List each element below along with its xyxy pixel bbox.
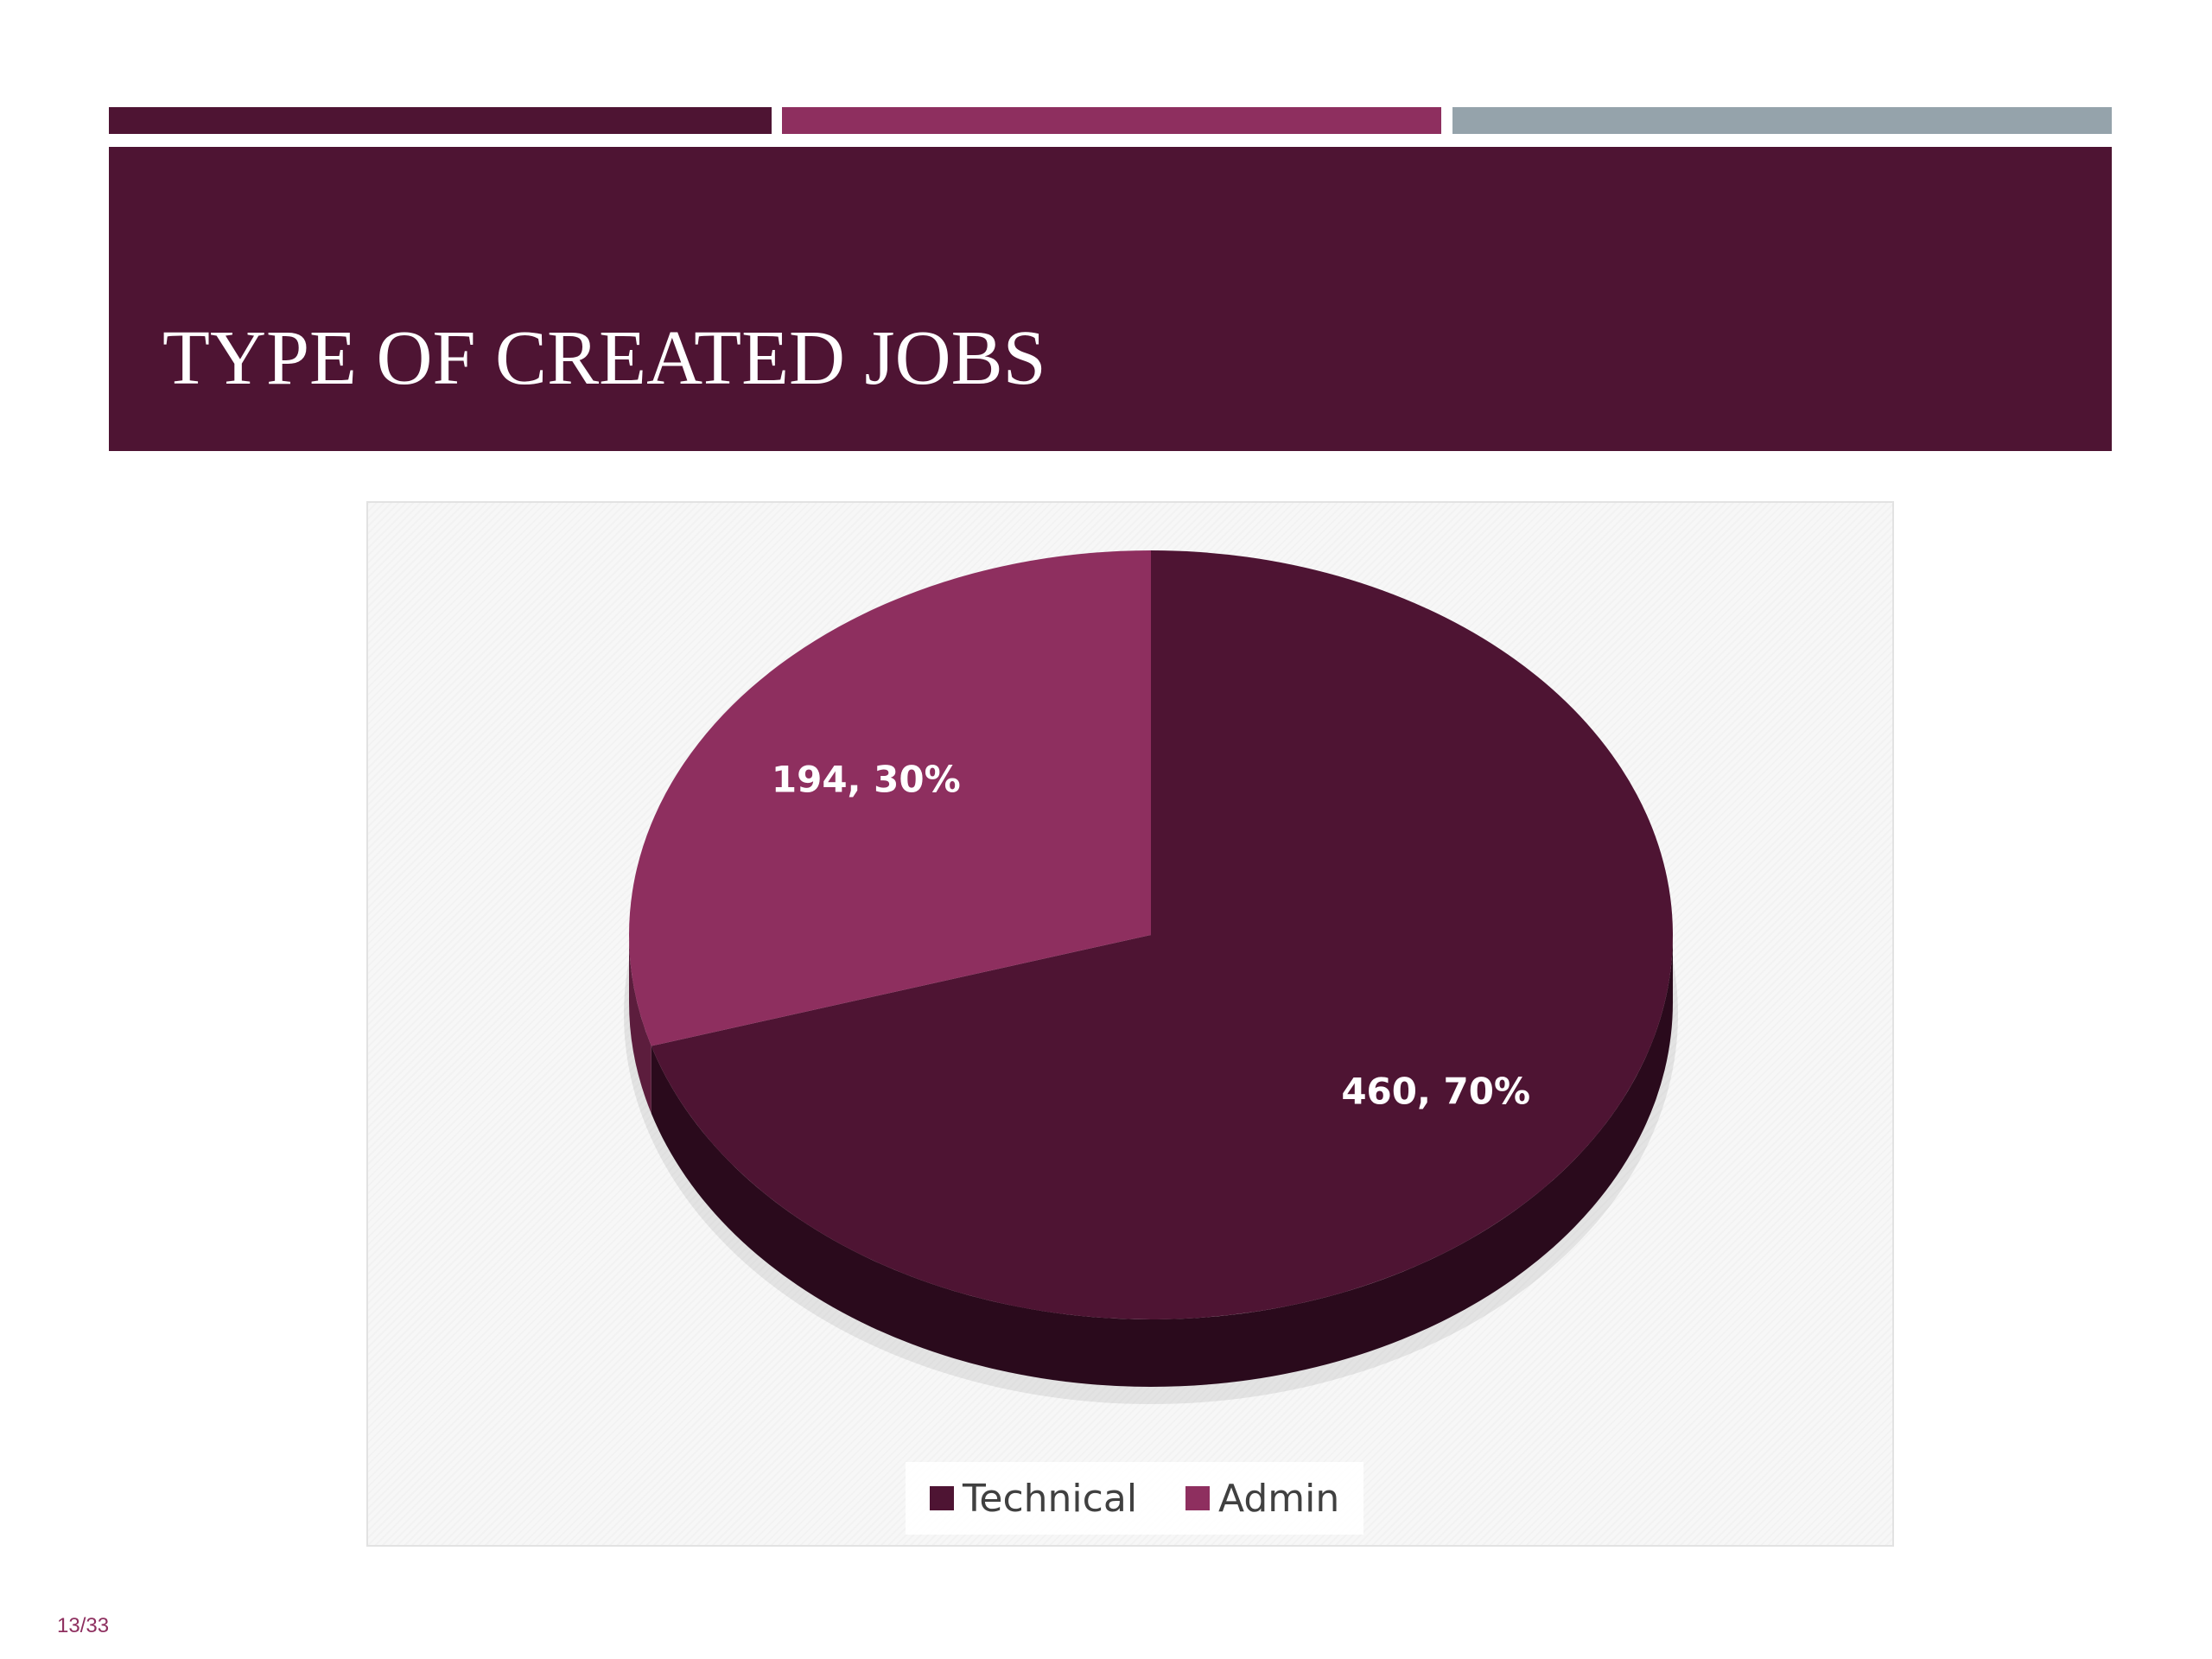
chart-legend: Technical Admin bbox=[906, 1462, 1364, 1535]
pie-slices-group bbox=[629, 550, 1673, 1319]
legend-item-technical: Technical bbox=[930, 1477, 1137, 1521]
title-band: TYPE OF CREATED JOBS bbox=[109, 147, 2112, 451]
legend-swatch-technical bbox=[930, 1486, 954, 1510]
legend-label-technical: Technical bbox=[963, 1476, 1138, 1521]
data-label-admin: 194, 30% bbox=[772, 759, 961, 801]
pie-side-admin bbox=[629, 935, 652, 1114]
data-label-technical: 460, 70% bbox=[1341, 1070, 1530, 1112]
header-stripe-gray bbox=[1452, 107, 2112, 134]
pie-chart: 460, 70% 194, 30% bbox=[624, 550, 1678, 1404]
pie-slice-technical bbox=[651, 550, 1673, 1319]
pie-side-technical bbox=[651, 935, 1673, 1387]
pie-slice-admin bbox=[629, 550, 1151, 1046]
header-stripe-accent bbox=[782, 107, 1441, 134]
page-number: 13/33 bbox=[57, 1614, 110, 1637]
chart-panel: 460, 70% 194, 30% Technical Admin bbox=[366, 501, 1894, 1547]
legend-swatch-admin bbox=[1185, 1486, 1211, 1510]
header-stripe-dark bbox=[109, 107, 772, 134]
pie-labels-group: 460, 70% 194, 30% bbox=[772, 759, 1530, 1113]
slide-title: TYPE OF CREATED JOBS bbox=[162, 315, 1046, 401]
legend-label-admin: Admin bbox=[1218, 1476, 1340, 1521]
legend-item-admin: Admin bbox=[1185, 1477, 1339, 1521]
